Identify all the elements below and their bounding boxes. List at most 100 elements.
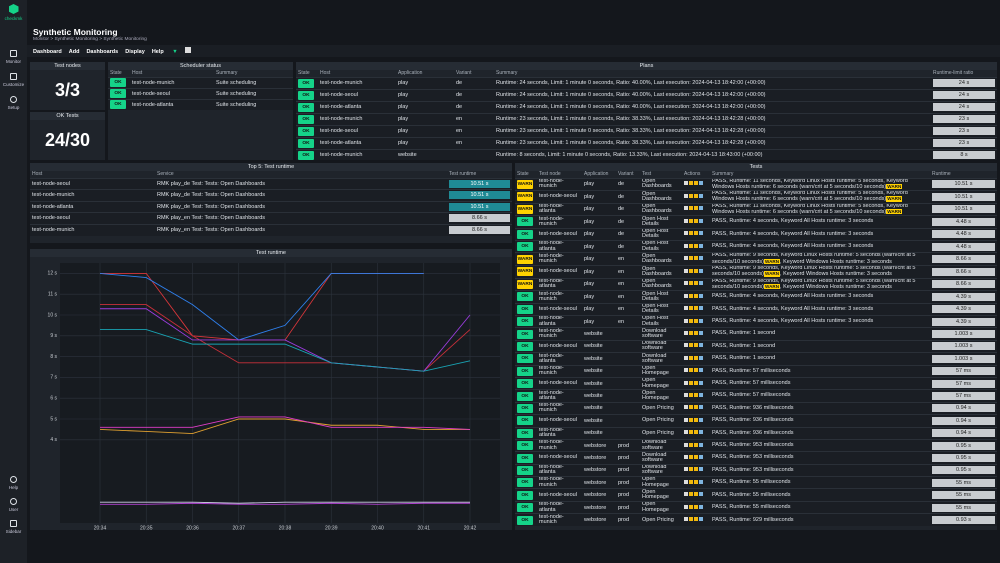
action-icon[interactable] <box>684 193 688 198</box>
action-icon[interactable] <box>699 479 703 484</box>
action-icon[interactable] <box>694 256 698 261</box>
action-icon[interactable] <box>689 504 693 509</box>
action-icon[interactable] <box>684 368 688 373</box>
action-icon[interactable] <box>694 218 698 223</box>
action-icon[interactable] <box>684 467 688 472</box>
nav-item[interactable]: Sidebar <box>0 520 27 534</box>
action-icon[interactable] <box>684 343 688 348</box>
action-icon[interactable] <box>689 405 693 410</box>
action-icon[interactable] <box>684 293 688 298</box>
action-icon[interactable] <box>689 306 693 311</box>
action-icon[interactable] <box>699 504 703 509</box>
action-icon[interactable] <box>689 393 693 398</box>
action-icon[interactable] <box>684 455 688 459</box>
menu-item[interactable]: Add <box>68 49 80 55</box>
action-icon[interactable] <box>694 318 698 323</box>
action-icon[interactable] <box>694 355 698 360</box>
menu-item[interactable]: Dashboard <box>33 49 62 55</box>
action-icon[interactable] <box>699 306 703 311</box>
action-icon[interactable] <box>699 318 703 323</box>
action-icon[interactable] <box>684 243 688 248</box>
action-icon[interactable] <box>684 504 688 509</box>
action-icon[interactable] <box>694 231 698 236</box>
action-icon[interactable] <box>694 393 698 398</box>
action-icon[interactable] <box>689 467 693 472</box>
action-icon[interactable] <box>694 442 698 447</box>
action-icon[interactable] <box>694 430 698 435</box>
action-icon[interactable] <box>699 206 703 211</box>
action-icon[interactable] <box>699 393 703 398</box>
action-icon[interactable] <box>684 405 688 410</box>
action-icon[interactable] <box>684 218 688 223</box>
action-icon[interactable] <box>699 467 703 472</box>
nav-item[interactable]: Setup <box>0 96 27 110</box>
action-icon[interactable] <box>694 293 698 298</box>
action-icon[interactable] <box>699 331 703 336</box>
action-icon[interactable] <box>699 430 703 435</box>
action-icon[interactable] <box>694 206 698 211</box>
menu-item[interactable]: Dashboards <box>86 49 119 55</box>
action-icon[interactable] <box>694 492 698 497</box>
action-icon[interactable] <box>689 231 693 236</box>
action-icon[interactable] <box>684 281 688 286</box>
action-icon[interactable] <box>689 492 693 497</box>
toggle-icon[interactable] <box>184 47 191 53</box>
action-icon[interactable] <box>684 256 688 261</box>
action-icon[interactable] <box>694 243 698 248</box>
action-icon[interactable] <box>689 268 693 273</box>
action-icon[interactable] <box>689 479 693 484</box>
nav-item[interactable]: Help <box>0 476 27 490</box>
nav-item[interactable]: User <box>0 498 27 512</box>
action-icon[interactable] <box>694 281 698 286</box>
action-icon[interactable] <box>684 231 688 236</box>
action-icon[interactable] <box>694 405 698 410</box>
action-icon[interactable] <box>694 517 698 522</box>
action-icon[interactable] <box>694 417 698 422</box>
action-icon[interactable] <box>699 218 703 223</box>
action-icon[interactable] <box>689 193 693 198</box>
action-icon[interactable] <box>689 442 693 447</box>
action-icon[interactable] <box>689 355 693 360</box>
action-icon[interactable] <box>689 181 693 186</box>
action-icon[interactable] <box>694 380 698 385</box>
action-icon[interactable] <box>689 206 693 211</box>
action-icon[interactable] <box>684 492 688 497</box>
action-icon[interactable] <box>689 368 693 373</box>
nav-item[interactable]: Customize <box>0 73 27 87</box>
action-icon[interactable] <box>684 393 688 398</box>
action-icon[interactable] <box>699 417 703 422</box>
action-icon[interactable] <box>689 455 693 459</box>
action-icon[interactable] <box>699 281 703 286</box>
action-icon[interactable] <box>684 517 688 522</box>
action-icon[interactable] <box>684 206 688 211</box>
action-icon[interactable] <box>684 181 688 186</box>
action-icon[interactable] <box>699 380 703 385</box>
action-icon[interactable] <box>684 355 688 360</box>
action-icon[interactable] <box>699 181 703 186</box>
action-icon[interactable] <box>684 318 688 323</box>
action-icon[interactable] <box>699 355 703 360</box>
menu-item[interactable]: Help <box>151 49 164 55</box>
action-icon[interactable] <box>689 380 693 385</box>
action-icon[interactable] <box>689 293 693 298</box>
action-icon[interactable] <box>699 343 703 348</box>
action-icon[interactable] <box>699 293 703 298</box>
action-icon[interactable] <box>699 268 703 273</box>
action-icon[interactable] <box>689 281 693 286</box>
action-icon[interactable] <box>694 343 698 348</box>
action-icon[interactable] <box>684 268 688 273</box>
action-icon[interactable] <box>689 331 693 336</box>
action-icon[interactable] <box>694 368 698 373</box>
action-icon[interactable] <box>684 331 688 336</box>
action-icon[interactable] <box>689 430 693 435</box>
action-icon[interactable] <box>699 492 703 497</box>
action-icon[interactable] <box>694 306 698 311</box>
action-icon[interactable] <box>684 479 688 484</box>
action-icon[interactable] <box>689 343 693 348</box>
action-icon[interactable] <box>694 181 698 186</box>
action-icon[interactable] <box>694 268 698 273</box>
action-icon[interactable] <box>689 243 693 248</box>
action-icon[interactable] <box>684 417 688 422</box>
action-icon[interactable] <box>699 455 703 459</box>
action-icon[interactable] <box>689 318 693 323</box>
